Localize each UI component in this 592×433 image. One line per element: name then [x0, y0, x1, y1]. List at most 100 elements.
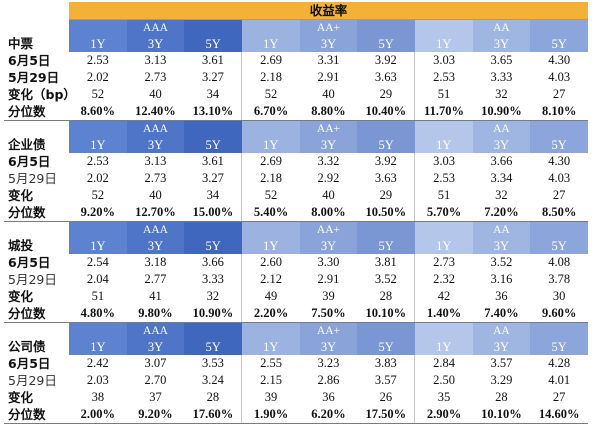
value-cell: 3.92 [374, 154, 397, 168]
value-cell: 5.70% [414, 204, 473, 222]
grade-header [414, 322, 473, 339]
value-cell: 2.20% [241, 305, 300, 323]
value-cell: 49 [241, 288, 300, 305]
grade-header [69, 221, 127, 238]
table-row: 分位数 9.20% 12.70% 15.00% 5.40% 8.00% 10.50% 5.70… [4, 204, 588, 222]
value-cell: 14.60% [530, 406, 588, 424]
value-cell: 2.02 [86, 70, 109, 84]
value-cell: 40 [149, 188, 162, 202]
value-cell: 4.03 [548, 70, 571, 84]
grade-header [241, 221, 300, 238]
value-cell: 5.40% [241, 204, 300, 222]
value-cell: 40 [322, 87, 335, 101]
table-row: 分位数 4.80% 9.80% 10.90% 2.20% 7.50% 10.10% 1.40%… [4, 305, 588, 323]
tenor-header: 5Y [184, 238, 242, 254]
value-cell: 12.40% [126, 103, 185, 121]
section-name: 城投 [4, 221, 69, 254]
table-row: 5月29日 2.04 2.77 3.33 2.12 2.91 3.52 2.32 3.16 3.7… [4, 271, 588, 288]
tenor-header: 1Y [414, 36, 473, 52]
tenor-header: 5Y [357, 339, 415, 355]
table-row: 分位数 2.00% 9.20% 17.60% 1.90% 6.20% 17.50% 2.90%… [4, 406, 588, 424]
value-cell: 2.91 [317, 70, 340, 84]
value-cell: 39 [241, 389, 300, 406]
value-cell: 52 [241, 86, 300, 103]
value-cell: 29 [379, 87, 393, 101]
row-label: 变化 [8, 188, 34, 203]
value-cell: 32 [495, 87, 508, 101]
value-cell: 3.63 [374, 70, 397, 84]
value-cell: 3.83 [374, 356, 397, 370]
yield-table: 收益率 中票 AAA AA+ AA 1Y 3Y 5Y 1Y 3Y 5Y 1Y 3Y 5Y 6月5日 2.53… [4, 2, 588, 424]
value-cell: 2.32 [414, 271, 473, 288]
value-cell: 3.66 [201, 255, 224, 269]
tenor-header: 3Y [299, 238, 358, 254]
table-row: 5月29日 2.02 2.73 3.27 2.18 2.91 3.63 2.53 3.33 4.0… [4, 69, 588, 86]
value-cell: 3.27 [201, 70, 224, 84]
grade-header [414, 120, 473, 137]
value-cell: 37 [149, 390, 162, 404]
value-cell: 2.12 [241, 271, 300, 288]
row-label: 变化（bp） [8, 87, 69, 102]
value-cell: 9.80% [126, 305, 185, 323]
grade-header [69, 19, 127, 36]
tenor-header: 1Y [69, 36, 127, 52]
value-cell: 3.24 [201, 373, 224, 387]
grade-header [241, 19, 300, 36]
grade-header: AA+ [299, 120, 358, 137]
tenor-header: 1Y [241, 36, 300, 52]
grade-header [530, 322, 588, 339]
value-cell: 6.20% [299, 406, 358, 424]
grade-header [241, 120, 300, 137]
value-cell: 1.90% [241, 406, 300, 424]
value-cell: 6.70% [241, 103, 300, 121]
value-cell: 8.10% [530, 103, 588, 121]
value-cell: 13.10% [184, 103, 242, 121]
tenor-header: 5Y [530, 137, 588, 153]
value-cell: 4.80% [69, 305, 127, 323]
row-label: 分位数 [4, 406, 69, 424]
row-label: 变化 [8, 289, 34, 304]
grade-header [357, 120, 415, 137]
value-cell: 3.66 [490, 154, 513, 168]
value-cell: 8.00% [299, 204, 358, 222]
value-cell: 32 [206, 289, 220, 303]
value-cell: 7.50% [299, 305, 358, 323]
grade-header [414, 19, 473, 36]
tenor-header: 3Y [299, 36, 358, 52]
table-row: 6月5日 2.54 3.18 3.66 2.60 3.30 3.81 2.73 3.52 4.08 [4, 254, 588, 271]
value-cell: 10.90% [184, 305, 242, 323]
row-label: 分位数 [4, 103, 69, 121]
tenor-header-row: 1Y 3Y 5Y 1Y 3Y 5Y 1Y 3Y 5Y [4, 238, 588, 254]
value-cell: 3.16 [490, 272, 513, 286]
value-cell: 3.65 [490, 53, 513, 67]
value-cell: 4.08 [548, 255, 571, 269]
value-cell: 2.53 [414, 170, 473, 187]
value-cell: 10.90% [472, 103, 531, 121]
table-row: 6月5日 2.53 3.13 3.61 2.69 3.31 3.92 3.03 3.65 4.30 [4, 52, 588, 69]
value-cell: 2.69 [241, 153, 300, 170]
tenor-header: 1Y [69, 137, 127, 153]
table-title: 收益率 [69, 2, 588, 20]
value-cell: 8.80% [299, 103, 358, 121]
value-cell: 10.40% [357, 103, 415, 121]
value-cell: 2.92 [317, 171, 340, 185]
value-cell: 38 [91, 390, 105, 404]
value-cell: 27 [552, 188, 566, 202]
value-cell: 10.50% [357, 204, 415, 222]
value-cell: 4.28 [548, 356, 571, 370]
tenor-header: 5Y [357, 238, 415, 254]
value-cell: 51 [414, 86, 473, 103]
grade-header: AA [472, 19, 531, 36]
grade-header [241, 322, 300, 339]
grade-header [530, 221, 588, 238]
grade-header: AA+ [299, 322, 358, 339]
grade-header [357, 221, 415, 238]
value-cell: 2.54 [86, 255, 109, 269]
value-cell: 2.69 [241, 52, 300, 69]
value-cell: 3.07 [144, 356, 167, 370]
value-cell: 3.31 [317, 53, 340, 67]
section-name: 公司债 [4, 322, 69, 355]
section-name: 中票 [4, 19, 69, 52]
value-cell: 3.53 [201, 356, 224, 370]
value-cell: 2.77 [144, 272, 167, 286]
